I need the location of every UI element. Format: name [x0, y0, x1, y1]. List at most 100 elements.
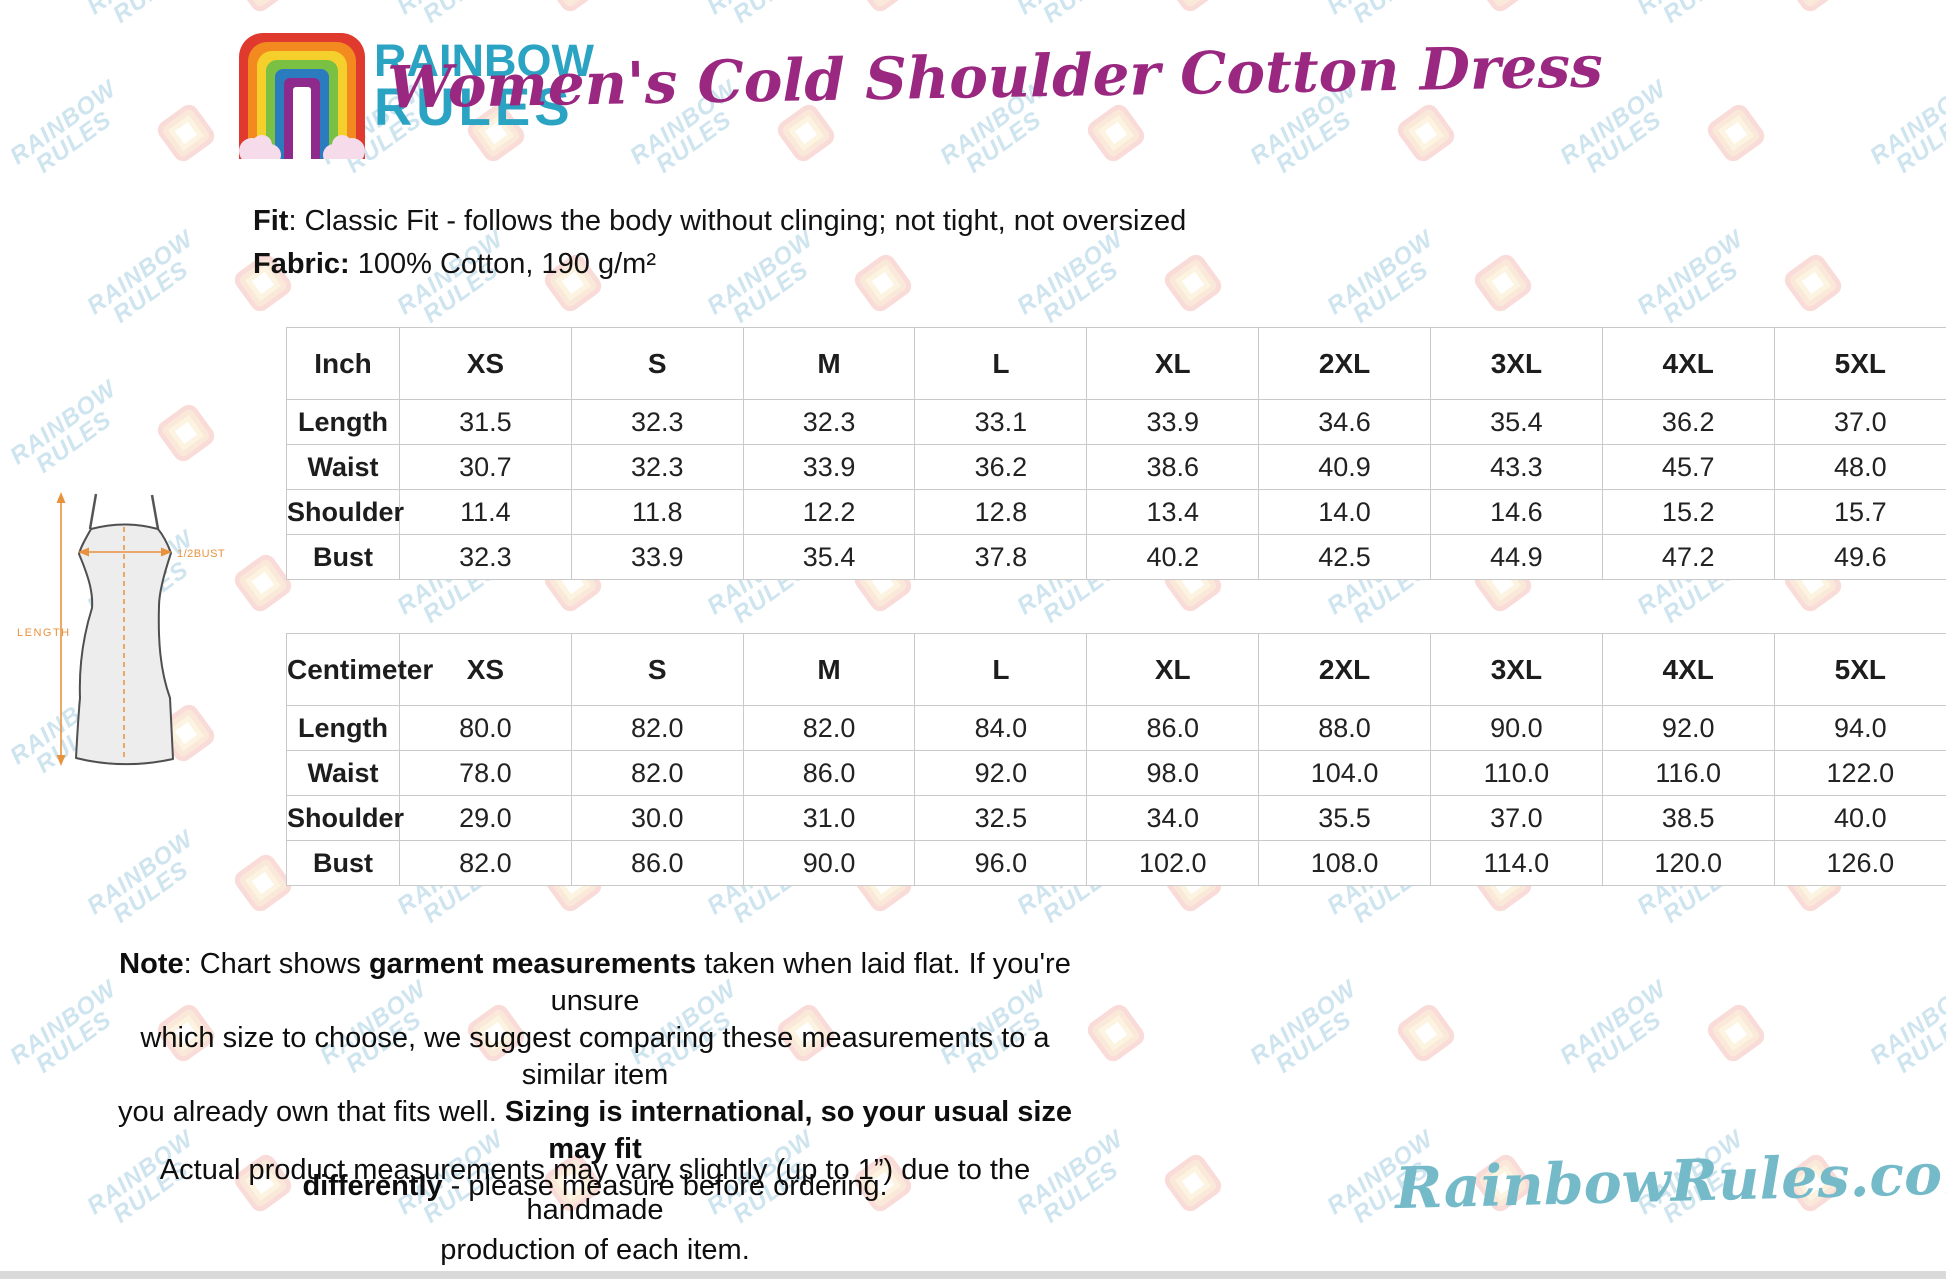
measurement-value: 40.0 [1773, 795, 1946, 841]
length-label: LENGTH [17, 627, 71, 639]
measurement-value: 34.0 [1086, 795, 1260, 841]
fit-fabric-description: Fit: Classic Fit - follows the body with… [253, 205, 1187, 280]
cloud-right-icon [323, 135, 365, 159]
size-column-header: 4XL [1601, 327, 1775, 400]
measurement-value: 14.0 [1258, 489, 1431, 535]
measurement-value: 32.3 [399, 534, 572, 580]
measurement-value: 98.0 [1086, 750, 1260, 796]
measurement-value: 42.5 [1258, 534, 1431, 580]
measurement-value: 82.0 [570, 705, 744, 751]
measurement-value: 102.0 [1086, 840, 1260, 886]
measurement-value: 15.7 [1773, 489, 1946, 535]
size-column-header: 3XL [1429, 327, 1603, 400]
measurement-value: 104.0 [1258, 750, 1431, 796]
measurement-value: 33.9 [742, 444, 916, 490]
cloud-left-icon [239, 135, 281, 159]
measurement-value: 80.0 [399, 705, 572, 751]
size-column-header: M [742, 633, 916, 706]
measurement-value: 29.0 [399, 795, 572, 841]
size-column-header: XL [1086, 633, 1260, 706]
size-column-header: XS [399, 327, 572, 400]
page-title: Women's Cold Shoulder Cotton Dress [386, 31, 1604, 122]
measurement-value: 49.6 [1773, 534, 1946, 580]
measurement-value: 90.0 [1429, 705, 1603, 751]
measurement-value: 36.2 [914, 444, 1088, 490]
measurement-value: 82.0 [570, 750, 744, 796]
dress-measurement-diagram: LENGTH 1/2BUST [17, 492, 225, 766]
measurement-value: 30.0 [570, 795, 744, 841]
measurement-row-label: Bust [286, 840, 400, 886]
measurement-value: 32.3 [742, 399, 916, 445]
measurement-value: 94.0 [1773, 705, 1946, 751]
measurement-value: 90.0 [742, 840, 916, 886]
measurement-value: 38.6 [1086, 444, 1260, 490]
measurement-value: 82.0 [742, 705, 916, 751]
sizing-note: Note: Chart shows garment measurements t… [117, 948, 1073, 1202]
measurement-value: 12.8 [914, 489, 1088, 535]
measurement-value: 48.0 [1773, 444, 1946, 490]
size-column-header: M [742, 327, 916, 400]
brand-wordmark: RAINBOW RULES [374, 38, 594, 134]
measurement-row-label: Bust [286, 534, 400, 580]
measurement-value: 37.8 [914, 534, 1088, 580]
measurement-value: 33.1 [914, 399, 1088, 445]
measurement-row-label: Waist [286, 444, 400, 490]
size-column-header: XL [1086, 327, 1260, 400]
measurement-value: 11.4 [399, 489, 572, 535]
measurement-row-label: Shoulder [286, 489, 404, 535]
measurement-value: 78.0 [399, 750, 572, 796]
measurement-value: 96.0 [914, 840, 1088, 886]
dress-strap-right [150, 494, 160, 530]
measurement-value: 86.0 [570, 840, 744, 886]
measurement-value: 38.5 [1601, 795, 1775, 841]
unit-header: Centimeter [286, 633, 433, 706]
unit-header: Inch [286, 327, 400, 400]
measurement-row-label: Waist [286, 750, 400, 796]
measurement-value: 86.0 [1086, 705, 1260, 751]
inch-size-table: Inch XS S M L XL 2XL 3XL 4XL 5XL Length 31.5 32.3 32.… [286, 327, 1946, 580]
measurement-value: 114.0 [1429, 840, 1603, 886]
measurement-value: 35.4 [1429, 399, 1603, 445]
measurement-value: 36.2 [1601, 399, 1775, 445]
measurement-value: 32.5 [914, 795, 1088, 841]
measurement-value: 33.9 [570, 534, 744, 580]
measurement-value: 11.8 [570, 489, 744, 535]
size-column-header: 3XL [1429, 633, 1603, 706]
measurement-value: 84.0 [914, 705, 1088, 751]
measurement-value: 35.5 [1258, 795, 1431, 841]
measurement-value: 35.4 [742, 534, 916, 580]
measurement-value: 92.0 [914, 750, 1088, 796]
measurement-value: 34.6 [1258, 399, 1431, 445]
size-column-header: 5XL [1773, 327, 1946, 400]
measurement-value: 32.3 [570, 444, 744, 490]
rainbow-logo-icon [239, 33, 365, 159]
size-column-header: 2XL [1258, 633, 1431, 706]
centimeter-table-section: Centimeter XS S M L XL 2XL 3XL 4XL 5XL Length 80.0 8… [286, 633, 1946, 886]
measurement-value: 32.3 [570, 399, 744, 445]
handmade-disclaimer: Actual product measurements may vary sli… [159, 1154, 1031, 1266]
bottom-edge-strip [0, 1271, 1946, 1279]
measurement-value: 37.0 [1429, 795, 1603, 841]
measurement-value: 40.2 [1086, 534, 1260, 580]
measurement-value: 31.0 [742, 795, 916, 841]
measurement-value: 31.5 [399, 399, 572, 445]
measurement-value: 44.9 [1429, 534, 1603, 580]
size-column-header: S [570, 633, 744, 706]
measurement-value: 14.6 [1429, 489, 1603, 535]
measurement-row-label: Length [286, 705, 400, 751]
measurement-value: 82.0 [399, 840, 572, 886]
measurement-value: 12.2 [742, 489, 916, 535]
centimeter-size-table: Centimeter XS S M L XL 2XL 3XL 4XL 5XL Length 80.0 8… [286, 633, 1946, 886]
size-column-header: 5XL [1773, 633, 1946, 706]
size-column-header: L [914, 327, 1088, 400]
dress-strap-left [88, 493, 98, 530]
size-column-header: L [914, 633, 1088, 706]
measurement-value: 120.0 [1601, 840, 1775, 886]
measurement-value: 86.0 [742, 750, 916, 796]
measurement-value: 40.9 [1258, 444, 1431, 490]
length-arrow [56, 492, 66, 766]
measurement-value: 126.0 [1773, 840, 1946, 886]
measurement-value: 108.0 [1258, 840, 1431, 886]
measurement-value: 37.0 [1773, 399, 1946, 445]
